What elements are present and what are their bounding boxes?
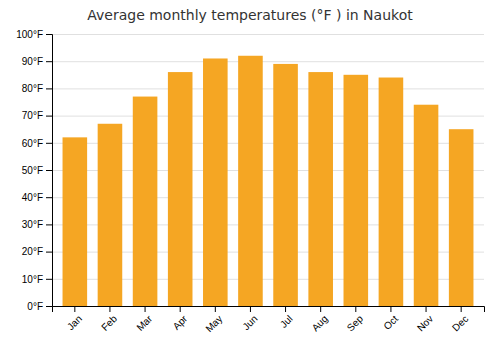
tick-label: Mar [134,313,154,333]
tick-mark [145,306,146,312]
tick-mark [426,306,427,312]
tick-label: Nov [415,313,435,333]
tick-mark [46,279,52,280]
tick-label: 30°F [22,219,43,230]
y-axis: 0°F 10°F 20°F 30°F 40°F 50°F 60°F 70°F 80°F 90°F 1… [16,29,52,312]
tick-label: Apr [171,313,190,332]
tick-mark [46,170,52,171]
grid-line [52,61,484,62]
tick: Feb [99,306,119,333]
tick-mark [46,143,52,144]
tick-label: 0°F [27,301,43,312]
grid [52,35,484,307]
bar [414,105,439,306]
bar [379,78,404,306]
tick-label: 40°F [22,192,43,203]
tick: Aug [310,306,330,333]
tick-label: Jun [240,313,259,332]
bar [98,124,123,306]
tick-mark [390,306,391,312]
tick-mark [215,306,216,312]
tick-mark [46,252,52,253]
bar [168,72,193,306]
tick-label: 10°F [22,274,43,285]
tick-mark [355,306,356,312]
tick-mark [46,88,52,89]
tick: 60°F [22,138,52,149]
bar [308,72,333,306]
tick-mark [74,306,75,312]
tick-mark [46,34,52,35]
tick-label: 70°F [22,110,43,121]
tick: Sep [345,306,366,333]
grid-tick [52,88,484,89]
bars [63,56,474,306]
tick: Oct [381,306,400,332]
tick-mark [180,306,181,312]
tick-mark [46,197,52,198]
tick: Nov [415,306,435,333]
tick-label: 100°F [16,29,43,40]
tick-mark [285,306,286,312]
tick-label: 90°F [22,56,43,67]
grid-line [52,34,484,35]
bar [203,58,228,306]
tick-label: Jul [278,313,295,330]
tick-label: 20°F [22,246,43,257]
bar [133,97,158,306]
title: Average monthly temperatures (°F ) in Na… [87,7,413,23]
tick-label: Dec [450,313,470,333]
grid-tick [52,34,484,35]
tick-mark [46,224,52,225]
plot: 0°F 10°F 20°F 30°F 40°F 50°F 60°F 70°F 80°F 90°F 1… [16,29,484,335]
tick: 80°F [22,83,52,94]
tick: Dec [450,306,470,333]
x-axis: Jan Feb Mar Apr May Jun Jul Aug Sep Oct Nov Dec [53,306,485,334]
tick-label: 60°F [22,138,43,149]
tick-label: 80°F [22,83,43,94]
tick: 20°F [22,246,52,257]
tick: May [203,306,224,334]
tick-mark [250,306,251,312]
grid-tick [52,61,484,62]
tick-label: Aug [310,313,330,333]
tick: 100°F [16,29,52,40]
tick: 90°F [22,56,52,67]
bar [273,64,298,306]
tick-mark [461,306,462,312]
tick: Mar [134,306,154,333]
tick-label: 50°F [22,165,43,176]
tick: 30°F [22,219,52,230]
tick: Apr [171,306,190,332]
tick: Jul [278,306,295,330]
bar [344,75,369,306]
tick: 50°F [22,165,52,176]
tick-mark [46,306,52,307]
chart: Average monthly temperatures (°F ) in Na… [0,0,500,350]
tick-label: Feb [99,313,119,333]
tick: 0°F [27,301,52,312]
tick: 40°F [22,192,52,203]
tick-label: Oct [381,313,400,332]
tick: 10°F [22,274,52,285]
axis-line [53,307,485,313]
bar [238,56,263,306]
tick-mark [109,306,110,312]
grid-line [52,88,484,89]
tick: Jun [240,306,259,332]
tick-label: May [203,313,224,334]
tick-mark [46,116,52,117]
tick: Jan [65,306,84,332]
axis-line [46,35,53,307]
bar [63,137,88,306]
bar [449,129,474,306]
tick-mark [320,306,321,312]
tick: 70°F [22,110,52,121]
tick-label: Jan [65,313,84,332]
tick-label: Sep [345,313,366,334]
tick-mark [46,61,52,62]
